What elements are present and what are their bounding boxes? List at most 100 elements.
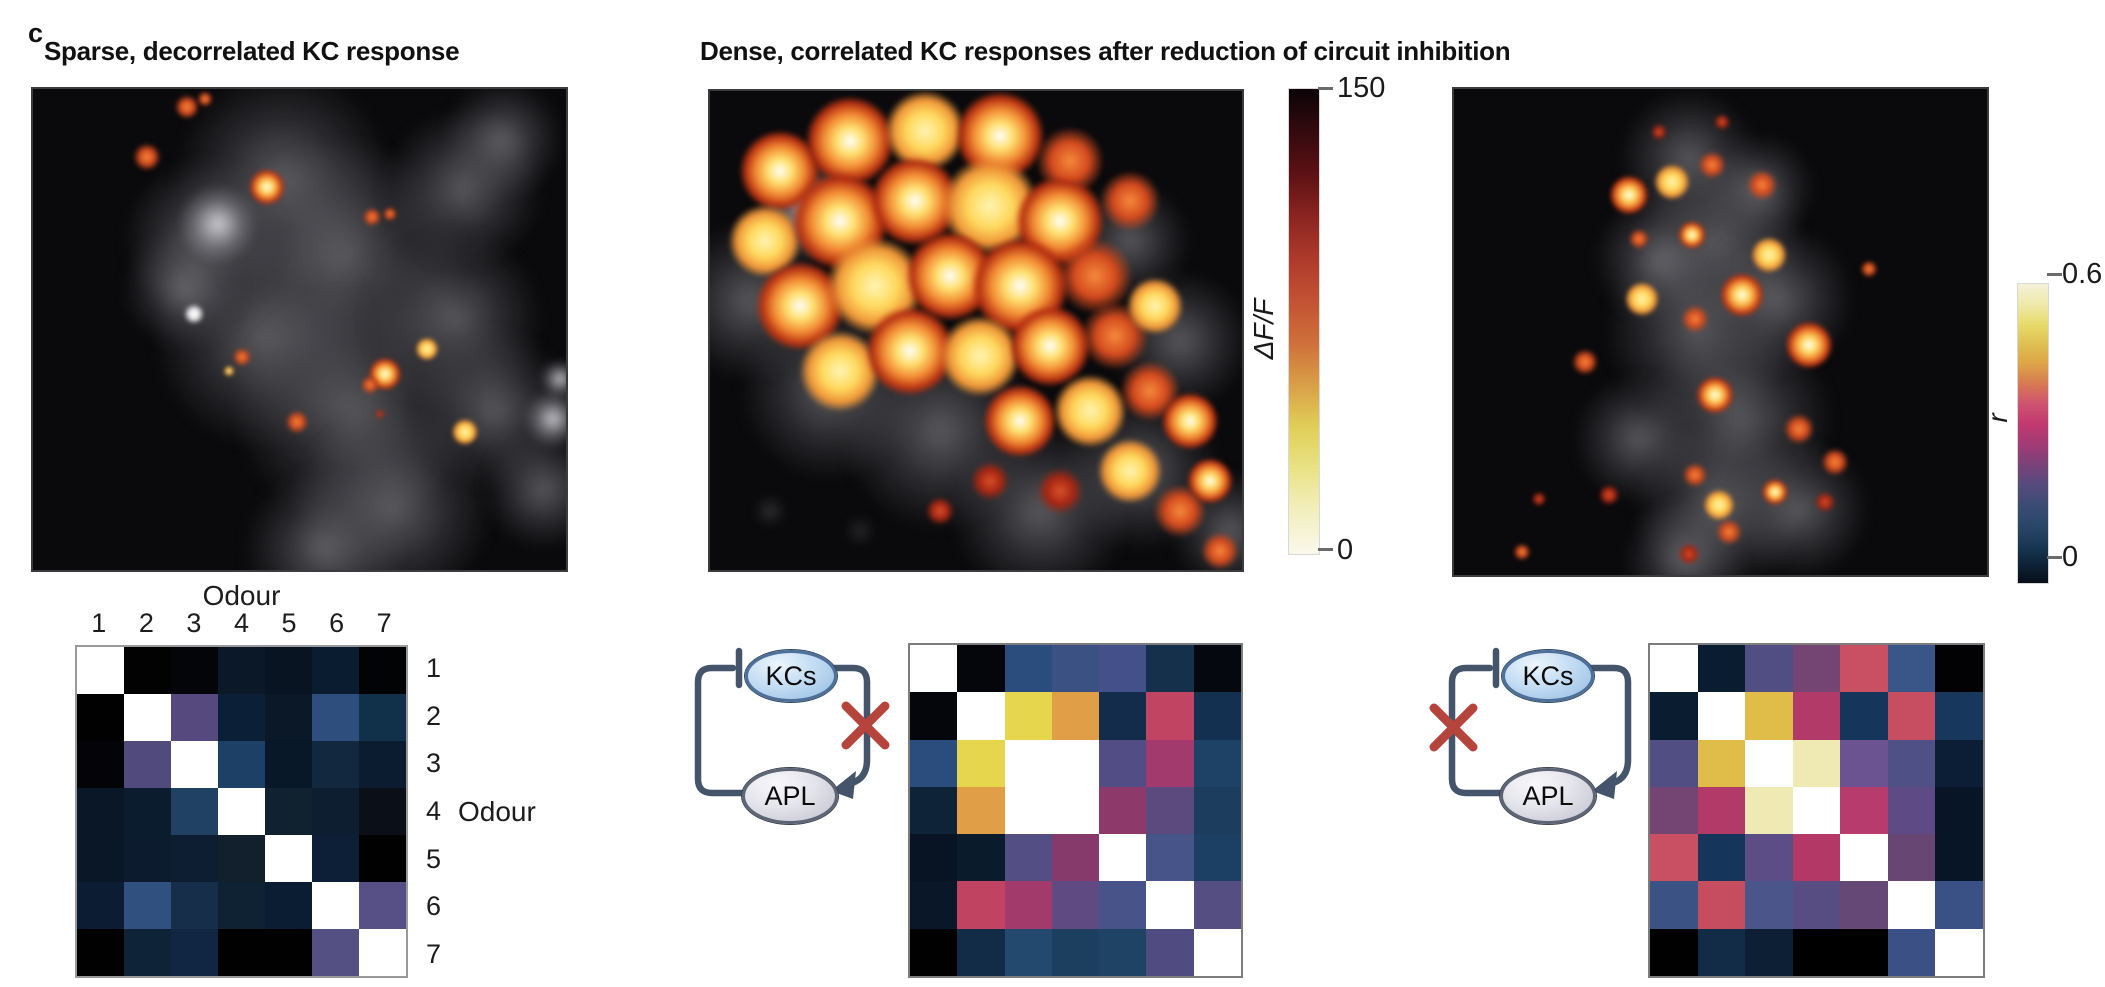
matrix-cell bbox=[77, 741, 124, 788]
odour-row-labels: 1 2 3 4 5 6 7 bbox=[426, 645, 441, 978]
matrix-cell bbox=[1792, 834, 1841, 882]
activity-blob bbox=[1715, 268, 1769, 322]
activity-blob bbox=[1858, 258, 1880, 280]
colorbar-dff-bottom-label: 0 bbox=[1337, 534, 1354, 566]
matrix-cell bbox=[1099, 834, 1147, 882]
activity-blob bbox=[922, 493, 958, 529]
matrix-cell bbox=[1887, 692, 1936, 740]
matrix-cell bbox=[1650, 928, 1698, 976]
matrix-cell bbox=[1193, 645, 1241, 693]
matrix-cell bbox=[359, 788, 406, 835]
activity-blob bbox=[413, 335, 441, 363]
matrix-cell bbox=[77, 694, 124, 741]
matrix-cell bbox=[1099, 928, 1147, 976]
matrix-cell bbox=[359, 882, 406, 929]
activity-blob bbox=[230, 345, 254, 369]
activity-blob bbox=[223, 365, 235, 377]
matrix-cell bbox=[312, 647, 359, 694]
axis-tick-label: 7 bbox=[426, 938, 442, 969]
matrix-cell bbox=[77, 788, 124, 835]
activity-blob bbox=[1712, 515, 1746, 549]
matrix-cell bbox=[124, 741, 171, 788]
matrix-cell bbox=[1840, 645, 1888, 693]
matrix-cell bbox=[1051, 739, 1100, 787]
panel-label: c bbox=[28, 18, 44, 48]
matrix-cell bbox=[171, 835, 218, 882]
matrix-cell bbox=[1745, 928, 1793, 976]
activity-blob bbox=[1712, 112, 1732, 132]
matrix-cell bbox=[171, 694, 218, 741]
matrix-cell bbox=[1792, 645, 1841, 693]
matrix-cell bbox=[1697, 786, 1746, 835]
matrix-cell bbox=[1099, 739, 1147, 787]
matrix-cell bbox=[171, 647, 218, 694]
matrix-cell bbox=[1745, 786, 1793, 835]
matrix-cell bbox=[218, 788, 265, 835]
tissue-cloud bbox=[540, 359, 566, 399]
matrix-cell bbox=[1004, 881, 1052, 929]
matrix-cell bbox=[1146, 786, 1194, 835]
activity-blob bbox=[1626, 226, 1652, 252]
matrix-cell bbox=[77, 929, 124, 976]
matrix-cell bbox=[957, 645, 1005, 693]
odour-column-labels: 1 2 3 4 5 6 7 bbox=[75, 608, 408, 639]
matrix-cell bbox=[1193, 928, 1241, 976]
activity-blob bbox=[1649, 122, 1669, 142]
activity-blob bbox=[360, 205, 384, 229]
title-left: Sparse, decorrelated KC response bbox=[44, 36, 460, 66]
matrix-cell bbox=[1004, 834, 1052, 882]
matrix-cell bbox=[910, 739, 958, 787]
matrix-cell bbox=[1650, 692, 1698, 740]
matrix-cell bbox=[1146, 692, 1194, 740]
matrix-cell bbox=[1099, 881, 1147, 929]
title-middle: Dense, correlated KC responses after red… bbox=[700, 36, 1511, 66]
apl-label: APL bbox=[1522, 780, 1574, 811]
matrix-cell bbox=[312, 929, 359, 976]
axis-tick-label: 6 bbox=[426, 891, 442, 922]
matrix-cell bbox=[910, 834, 958, 882]
activity-blob bbox=[195, 89, 215, 109]
activity-blob bbox=[1675, 540, 1703, 568]
odour-top-axis-title: Odour bbox=[202, 580, 281, 611]
activity-blob bbox=[374, 408, 386, 420]
kcs-node-right: KCs bbox=[1502, 650, 1594, 702]
matrix-cell bbox=[1840, 786, 1888, 835]
matrix-cell bbox=[1004, 786, 1052, 835]
matrix-cell bbox=[1051, 645, 1100, 693]
matrix-cell bbox=[1146, 834, 1194, 882]
matrix-cell bbox=[1840, 834, 1888, 882]
activity-blob bbox=[1679, 459, 1711, 491]
matrix-cell bbox=[124, 929, 171, 976]
matrix-cell bbox=[1697, 739, 1746, 787]
axis-tick-label: 3 bbox=[186, 608, 202, 638]
correlation-matrix-apl-kc-block bbox=[1648, 643, 1985, 978]
matrix-cell bbox=[1650, 834, 1698, 882]
matrix-cell bbox=[218, 647, 265, 694]
matrix-cell bbox=[265, 929, 312, 976]
colorbar-r-top-label: 0.6 bbox=[2062, 258, 2103, 290]
matrix-cell bbox=[77, 835, 124, 882]
activity-blob bbox=[282, 407, 312, 437]
odour-right-axis-title: Odour bbox=[458, 796, 536, 827]
matrix-cell bbox=[1935, 739, 1983, 787]
matrix-cell bbox=[1887, 739, 1936, 787]
matrix-cell bbox=[1887, 834, 1936, 882]
arrowhead-icon bbox=[1592, 771, 1617, 799]
matrix-cell bbox=[1697, 645, 1746, 693]
axis-tick-label: 2 bbox=[426, 700, 442, 731]
matrix-cell bbox=[1051, 834, 1100, 882]
matrix-cell bbox=[1146, 881, 1194, 929]
matrix-cell bbox=[1004, 692, 1052, 740]
matrix-cell bbox=[312, 694, 359, 741]
matrix-cell bbox=[1650, 739, 1698, 787]
matrix-cell bbox=[359, 647, 406, 694]
axis-tick-label: 4 bbox=[426, 795, 442, 826]
axis-tick-label: 1 bbox=[426, 653, 442, 684]
matrix-cell bbox=[1193, 739, 1241, 787]
matrix-cell bbox=[1935, 834, 1983, 882]
matrix-cell bbox=[1099, 645, 1147, 693]
matrix-cell bbox=[265, 835, 312, 882]
matrix-cell bbox=[218, 929, 265, 976]
